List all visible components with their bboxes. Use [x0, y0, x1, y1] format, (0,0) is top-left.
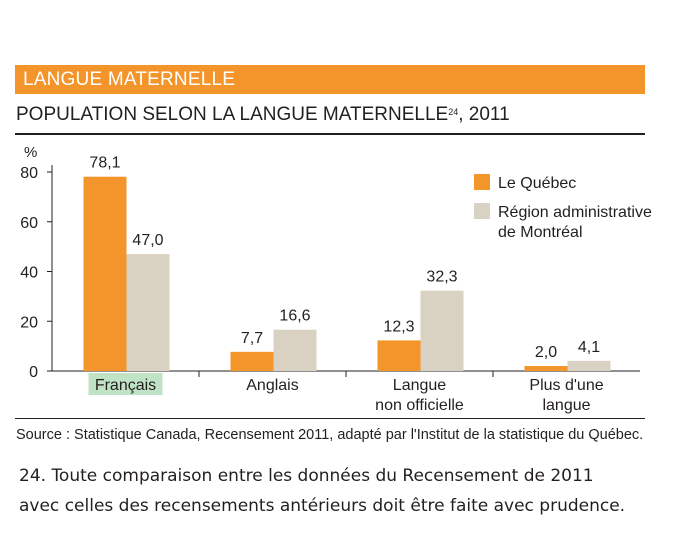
- section-header: LANGUE MATERNELLE: [23, 69, 236, 90]
- y-axis-unit-label: %: [24, 144, 37, 161]
- source-note: Source : Statistique Canada, Recensement…: [16, 427, 644, 443]
- chart-title-text: POPULATION SELON LA LANGUE MATERNELLE: [16, 104, 449, 125]
- legend-swatch-montreal: [474, 203, 490, 219]
- bar-montreal: [126, 254, 170, 371]
- data-label: 12,3: [383, 318, 414, 335]
- data-label: 7,7: [241, 330, 263, 347]
- data-label: 16,6: [279, 308, 310, 325]
- legend-swatch-quebec: [474, 174, 490, 190]
- data-label: 47,0: [132, 232, 163, 249]
- data-label: 32,3: [426, 269, 457, 286]
- x-tick-label: langue: [542, 397, 590, 414]
- y-tick-label: 20: [20, 314, 38, 331]
- category-highlight: [88, 373, 163, 395]
- y-tick-label: 40: [20, 265, 38, 282]
- bar-montreal: [273, 329, 317, 371]
- x-tick-label: Anglais: [246, 377, 298, 394]
- chart-title: POPULATION SELON LA LANGUE MATERNELLE24,…: [16, 104, 510, 126]
- data-label: 4,1: [578, 339, 600, 356]
- chart-bottom-rule: [15, 418, 645, 419]
- data-label: 78,1: [89, 155, 120, 172]
- bar-quebec: [377, 340, 421, 371]
- title-rule: [15, 133, 645, 135]
- bar-quebec: [83, 176, 127, 371]
- y-tick-label: 80: [20, 165, 38, 182]
- x-tick-label: Plus d'une: [529, 377, 603, 394]
- legend-label: de Montréal: [498, 224, 583, 241]
- bar-quebec: [524, 366, 568, 371]
- legend-label: Le Québec: [498, 175, 576, 192]
- data-label: 2,0: [535, 344, 557, 361]
- bar-quebec: [230, 351, 274, 371]
- bar-montreal: [567, 360, 611, 371]
- x-tick-label: Français: [95, 377, 156, 394]
- x-tick-label: non officielle: [375, 397, 464, 414]
- y-tick-label: 60: [20, 215, 38, 232]
- footnote: 24. Toute comparaison entre les données …: [19, 461, 625, 521]
- bar-montreal: [420, 290, 464, 371]
- legend-label: Région administrative: [498, 204, 652, 221]
- x-tick-label: Langue: [393, 377, 446, 394]
- section-header-band: LANGUE MATERNELLE: [15, 65, 645, 94]
- footnote-line-1: 24. Toute comparaison entre les données …: [19, 466, 594, 486]
- chart-title-footnote-ref: 24: [448, 107, 459, 117]
- footnote-line-2: avec celles des recensements antérieurs …: [19, 496, 626, 516]
- chart-title-year: , 2011: [458, 104, 510, 125]
- y-tick-label: 0: [29, 364, 38, 381]
